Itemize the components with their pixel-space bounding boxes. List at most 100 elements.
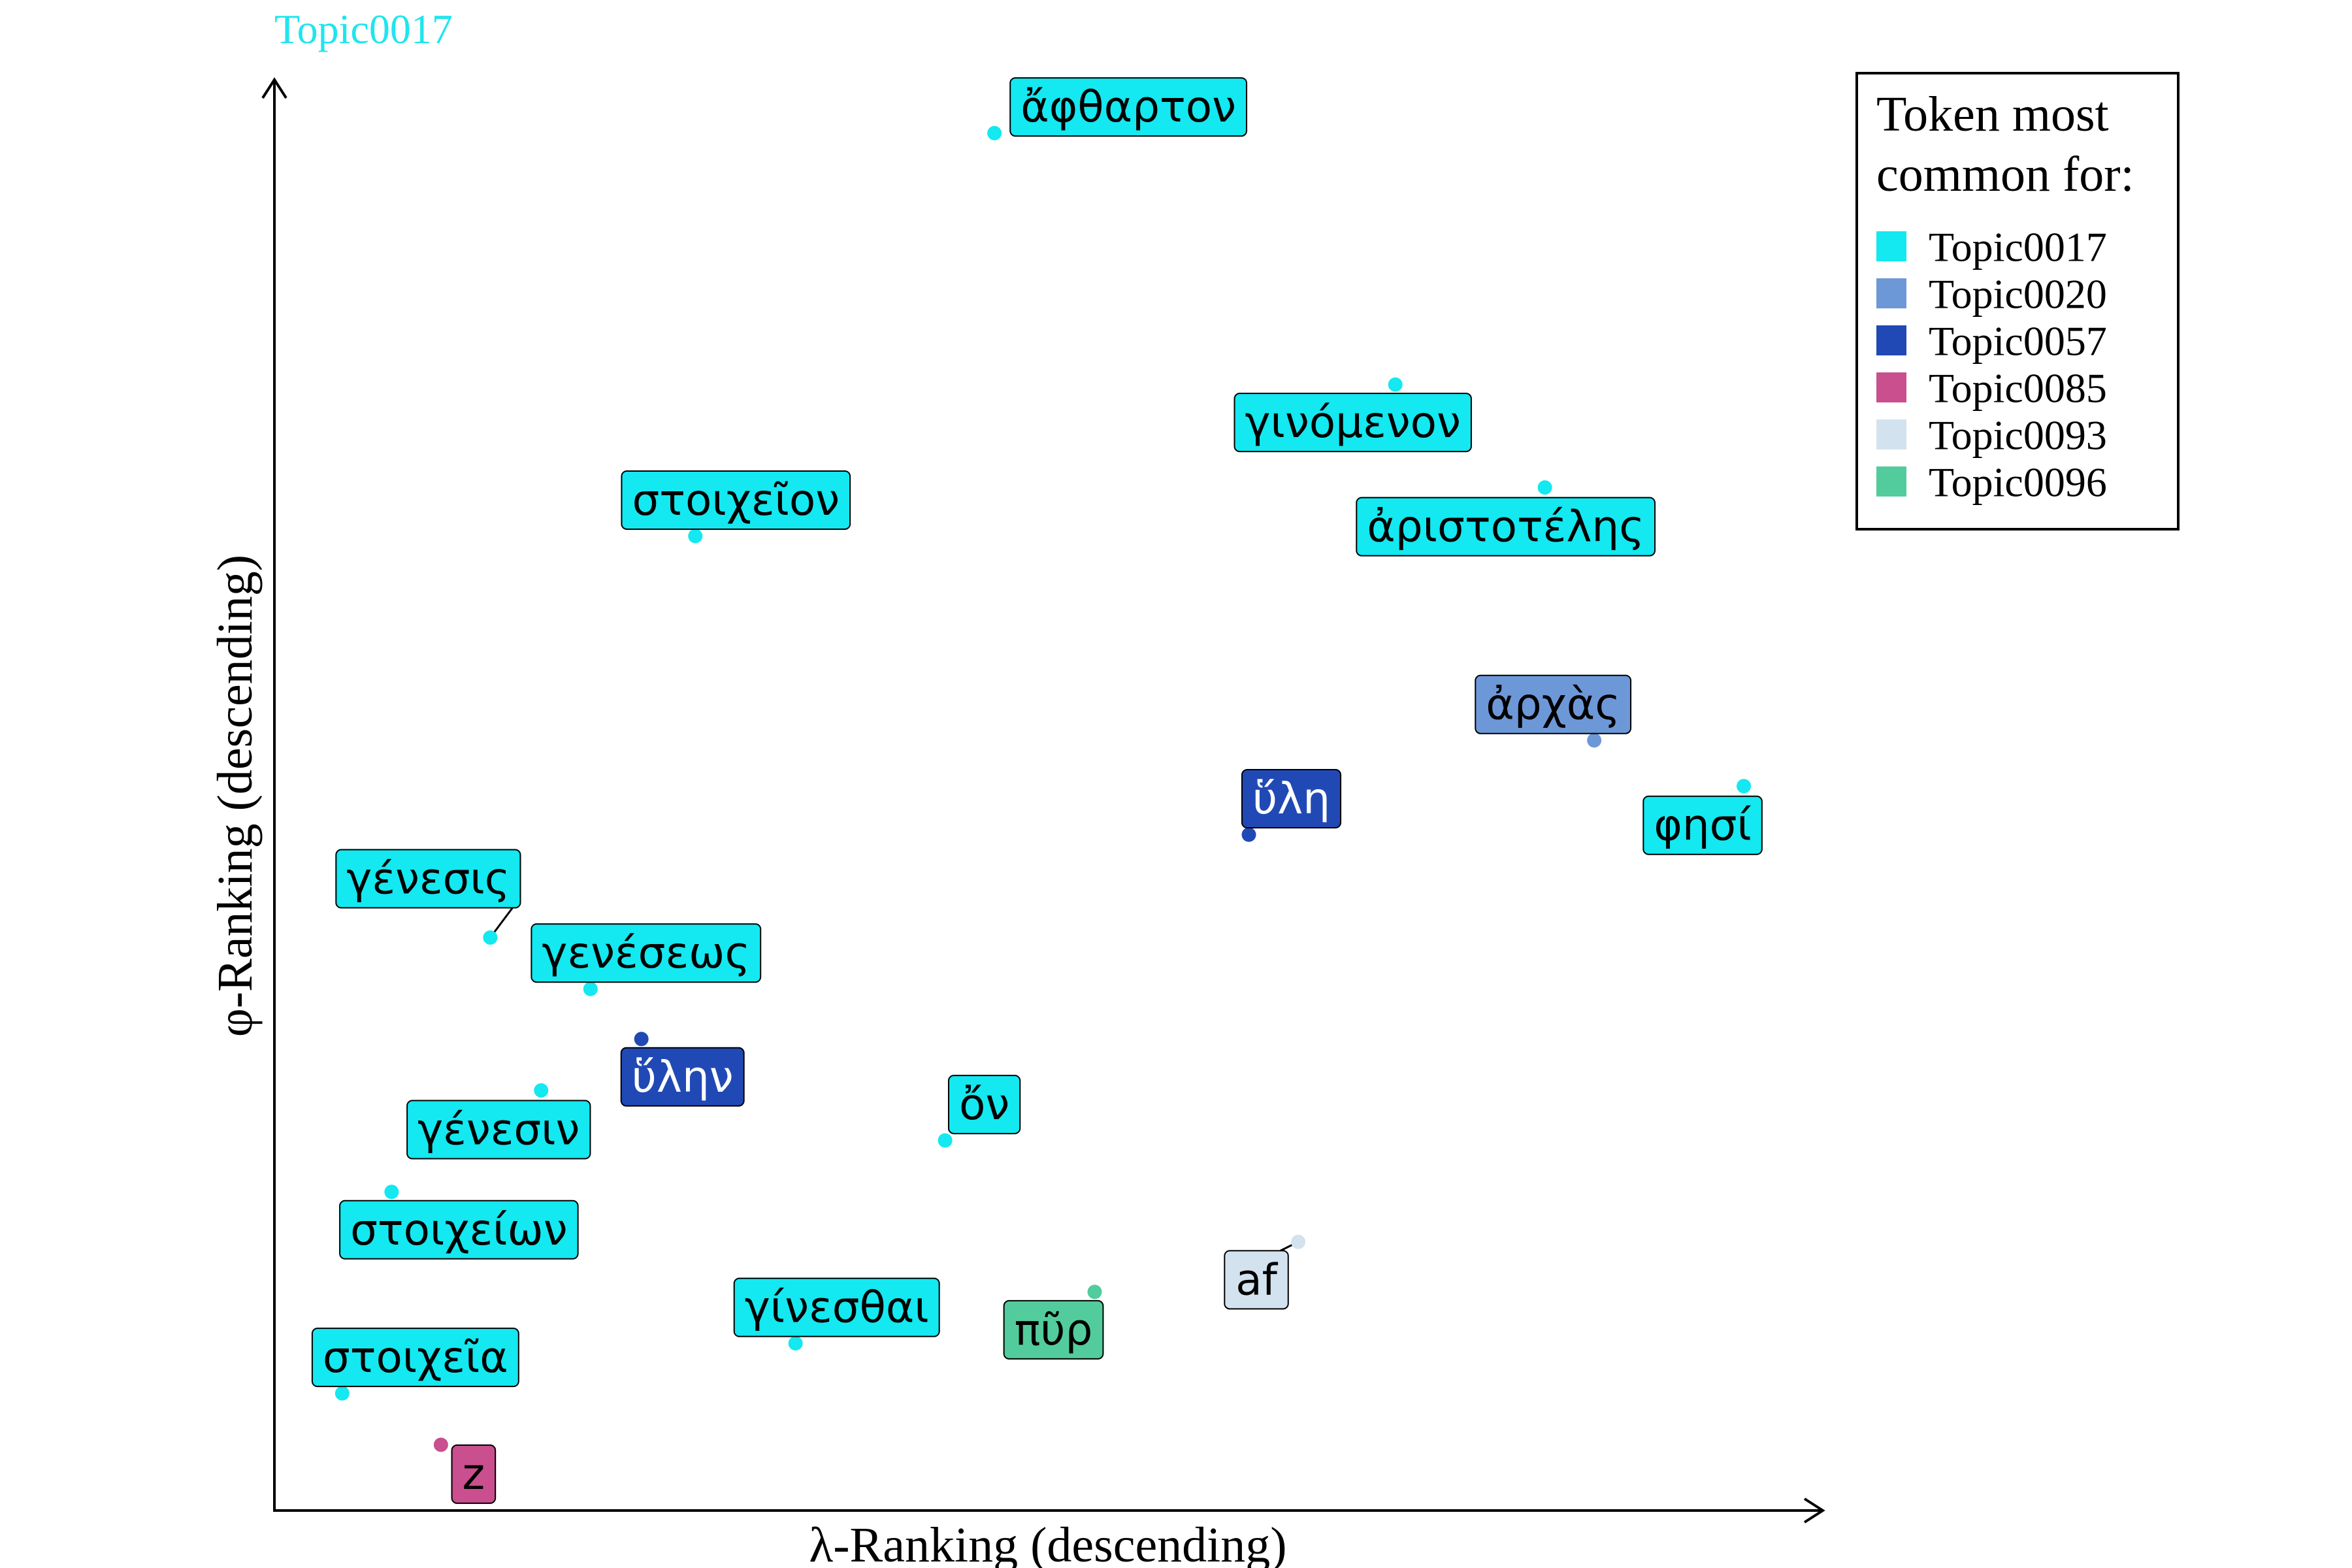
- legend-swatch: [1876, 325, 1906, 355]
- data-label: στοιχείων: [339, 1200, 579, 1260]
- data-label-text: γινόμενον: [1245, 397, 1461, 448]
- data-label-text: z: [463, 1449, 485, 1499]
- data-label: πῦρ: [1003, 1299, 1104, 1360]
- legend-box: [1855, 72, 2180, 531]
- data-label: af: [1224, 1250, 1289, 1310]
- data-label-text: πῦρ: [1015, 1305, 1093, 1355]
- data-point: [1291, 1234, 1306, 1249]
- data-label-text: γενέσεως: [542, 928, 750, 978]
- data-point: [634, 1032, 649, 1047]
- data-points: [335, 125, 1752, 1452]
- data-label-text: ἄφθαρτον: [1021, 82, 1236, 132]
- data-label: ὕλη: [1241, 769, 1342, 829]
- data-point: [688, 529, 703, 544]
- data-label-box: [335, 849, 521, 909]
- axes: [261, 77, 1825, 1524]
- data-label-box: [1224, 1250, 1289, 1310]
- x-axis-arrow: [1803, 1497, 1825, 1524]
- data-label-text: γίνεσθαι: [745, 1282, 929, 1333]
- data-label: ἀριστοτέλης: [1356, 497, 1656, 557]
- data-label-box: [1003, 1299, 1104, 1360]
- legend-swatch: [1876, 372, 1906, 402]
- legend-title-line1: Token most: [1876, 87, 2109, 142]
- legend-entry: Topic0085: [1876, 365, 2107, 412]
- data-point: [1388, 377, 1403, 392]
- x-axis-label: λ-Ranking (descending): [809, 1518, 1286, 1568]
- legend-entry: Topic0020: [1876, 271, 2107, 318]
- data-label-box: [620, 1047, 745, 1107]
- data-point: [987, 125, 1002, 140]
- data-label: γένεσιν: [406, 1100, 591, 1160]
- data-label-text: ὕλη: [1252, 774, 1330, 824]
- legend-entry: Topic0096: [1876, 459, 2107, 506]
- legend-label: Topic0057: [1929, 318, 2107, 365]
- legend-entry: Topic0057: [1876, 318, 2107, 365]
- data-label-text: γένεσιν: [417, 1105, 580, 1155]
- data-labels: ἄφθαρτον γινόμενον ἀριστοτέλης στοιχεῖον ἀρχ…: [311, 77, 1763, 1504]
- data-label: φησί: [1642, 795, 1763, 855]
- legend-swatch: [1876, 278, 1906, 308]
- data-label-text: γένεσις: [346, 854, 510, 904]
- data-point: [1537, 480, 1552, 495]
- legend-entry: Topic0093: [1876, 412, 2107, 459]
- data-label-text: στοιχείων: [350, 1205, 568, 1255]
- legend-label: Topic0020: [1929, 271, 2107, 318]
- data-label: γένεσις: [335, 849, 521, 909]
- data-label: γινόμενον: [1233, 393, 1472, 453]
- data-label-box: [621, 470, 851, 530]
- legend-label: Topic0017: [1929, 224, 2107, 270]
- legend-label: Topic0096: [1929, 459, 2107, 506]
- y-axis-arrow: [261, 77, 287, 99]
- data-label-text: af: [1235, 1254, 1278, 1305]
- data-point: [433, 1437, 448, 1452]
- data-label: ἄφθαρτον: [1009, 77, 1248, 137]
- data-label-text: ὄν: [959, 1079, 1009, 1130]
- legend-swatch: [1876, 466, 1906, 497]
- data-label-box: [1356, 497, 1656, 557]
- data-point: [384, 1184, 399, 1200]
- data-label: ὕλην: [620, 1047, 745, 1107]
- legend-entries: Topic0017Topic0020Topic0057Topic0085Topi…: [1876, 224, 2107, 506]
- legend-swatch: [1876, 231, 1906, 261]
- data-point: [788, 1336, 803, 1351]
- data-label-box: [451, 1444, 497, 1504]
- data-label-box: [947, 1075, 1021, 1135]
- data-label-box: [1475, 674, 1632, 734]
- data-point: [1587, 733, 1602, 748]
- legend-swatch: [1876, 419, 1906, 449]
- chart-title: Topic0017: [274, 6, 453, 52]
- data-label-box: [311, 1328, 519, 1388]
- legend-label: Topic0093: [1929, 412, 2107, 459]
- data-point: [534, 1083, 549, 1098]
- legend-label: Topic0085: [1929, 365, 2107, 412]
- y-axis-label: φ-Ranking (descending): [208, 555, 263, 1037]
- data-point: [583, 981, 598, 996]
- data-label-text: στοιχεῖον: [632, 475, 840, 525]
- data-label: ὄν: [947, 1075, 1021, 1135]
- data-label-box: [1233, 393, 1472, 453]
- data-point: [1087, 1284, 1102, 1299]
- data-label: γίνεσθαι: [733, 1277, 940, 1337]
- data-label: στοιχεῖον: [621, 470, 851, 530]
- data-label-box: [1642, 795, 1763, 855]
- data-label: γενέσεως: [531, 923, 762, 983]
- data-label-box: [733, 1277, 940, 1337]
- data-label-text: ἀρχὰς: [1486, 679, 1620, 730]
- data-label-box: [1241, 769, 1342, 829]
- data-point: [1737, 779, 1752, 794]
- legend: Token most common for: Topic0017Topic002…: [1855, 72, 2180, 531]
- data-point: [483, 930, 498, 945]
- data-label-box: [406, 1100, 591, 1160]
- data-point: [1241, 827, 1256, 842]
- data-point: [938, 1133, 953, 1148]
- legend-entry: Topic0017: [1876, 224, 2107, 270]
- data-label-text: ἀριστοτέλης: [1367, 502, 1644, 552]
- data-label-box: [531, 923, 762, 983]
- data-label-box: [1009, 77, 1248, 137]
- data-label: στοιχεῖα: [311, 1328, 519, 1388]
- data-label: z: [451, 1444, 497, 1504]
- data-label-text: φησί: [1654, 800, 1752, 851]
- data-label-text: ὕλην: [632, 1052, 734, 1102]
- data-label-box: [339, 1200, 579, 1260]
